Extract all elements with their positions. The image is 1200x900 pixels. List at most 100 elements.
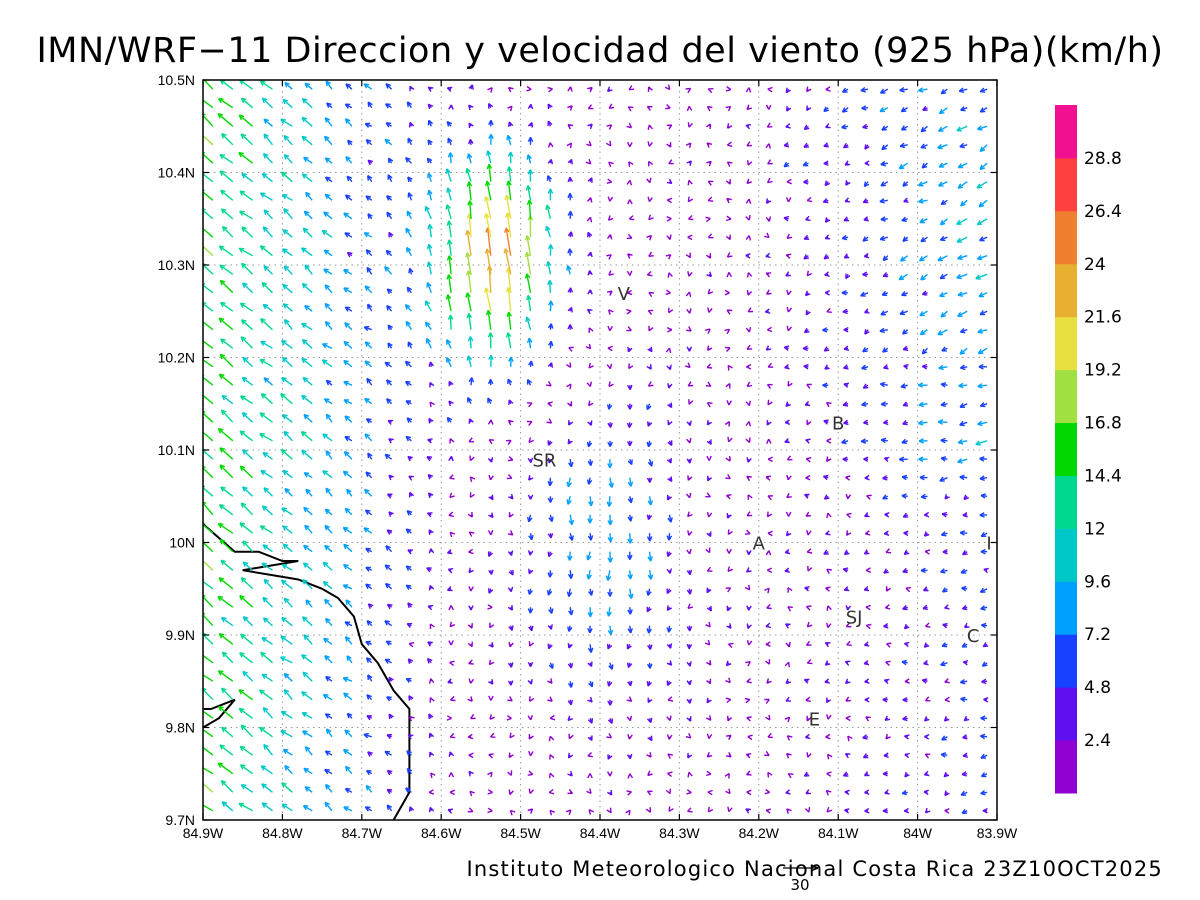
wind-vector: [304, 786, 313, 793]
wind-vector: [980, 753, 988, 759]
wind-vector: [979, 162, 988, 171]
wind-vector: [221, 726, 234, 738]
wind-vector: [944, 604, 950, 610]
wind-vector: [862, 383, 869, 389]
wind-vector: [607, 440, 613, 447]
wind-vector: [203, 726, 214, 738]
wind-vector: [203, 282, 214, 294]
wind-vector: [686, 548, 692, 555]
wind-vector: [937, 419, 948, 425]
wind-vector: [283, 430, 293, 442]
wind-vector: [686, 625, 693, 632]
wind-vector: [784, 363, 790, 370]
wind-vector: [666, 178, 673, 185]
wind-vector: [343, 399, 353, 405]
x-tick-label: 84.5W: [500, 825, 541, 841]
wind-vector: [342, 470, 353, 479]
wind-vector: [426, 657, 433, 664]
wind-vector: [468, 531, 475, 537]
wind-vector: [745, 253, 751, 259]
wind-vector: [528, 475, 534, 481]
wind-vector: [826, 771, 832, 777]
wind-vector: [468, 377, 475, 386]
wind-vector: [979, 107, 988, 113]
wind-vector: [765, 345, 772, 351]
wind-vector: [262, 544, 273, 553]
wind-vector: [666, 142, 672, 148]
wind-vector: [404, 304, 412, 312]
wind-vector: [486, 163, 493, 182]
wind-vector: [825, 530, 831, 536]
wind-vector: [863, 549, 870, 555]
wind-vector: [303, 506, 313, 516]
wind-vector: [324, 750, 333, 756]
wind-vector: [806, 383, 812, 389]
wind-vector: [727, 364, 733, 371]
wind-vector: [203, 744, 214, 756]
wind-vector: [724, 421, 731, 427]
wind-vector: [586, 551, 592, 561]
wind-vector: [566, 496, 572, 505]
wind-vector: [824, 234, 831, 240]
wind-vector: [865, 604, 871, 611]
wind-vector: [242, 486, 254, 497]
wind-vector: [467, 200, 473, 219]
wind-vector: [917, 382, 928, 388]
wind-vector: [587, 86, 593, 93]
wind-vector: [667, 402, 673, 409]
wind-vector: [406, 417, 413, 423]
wind-vector: [607, 681, 613, 687]
wind-vector: [785, 511, 792, 517]
wind-vector: [585, 158, 592, 165]
wind-vector: [705, 770, 712, 777]
wind-vector: [386, 603, 393, 610]
wind-vector: [844, 197, 851, 203]
wind-vector: [628, 161, 634, 167]
wind-vector: [607, 533, 614, 543]
wind-vector: [506, 180, 512, 201]
wind-vector: [646, 752, 652, 758]
wind-vector: [726, 197, 732, 204]
wind-vector: [259, 245, 273, 257]
wind-vector: [860, 291, 869, 297]
wind-vector: [607, 459, 613, 469]
wind-vector: [301, 654, 313, 664]
wind-vector: [901, 216, 908, 222]
wind-vector: [764, 751, 770, 757]
wind-vector: [687, 234, 693, 241]
wind-vector: [366, 620, 373, 627]
wind-vector: [527, 679, 533, 685]
wind-vector: [203, 522, 214, 534]
wind-vector: [364, 397, 373, 405]
wind-vector: [647, 309, 654, 315]
wind-vector: [826, 438, 832, 444]
wind-vector: [203, 131, 214, 146]
wind-vector: [707, 288, 714, 295]
wind-vector: [489, 732, 496, 738]
wind-vector: [901, 291, 908, 297]
wind-vector: [567, 158, 573, 165]
colorbar-segment: [1055, 528, 1077, 582]
wind-vector: [548, 514, 554, 523]
wind-vector: [786, 178, 792, 185]
wind-vector: [406, 101, 413, 109]
wind-vector: [939, 235, 948, 242]
wind-vector: [261, 802, 273, 812]
wind-vector: [963, 622, 970, 629]
wind-vector: [904, 678, 910, 684]
wind-vector: [939, 218, 948, 226]
wind-vector: [506, 715, 512, 721]
wind-vector: [387, 419, 394, 425]
y-tick-label: 10.2N: [158, 350, 195, 366]
wind-vector: [923, 659, 929, 666]
wind-vector: [705, 492, 711, 498]
wind-vector: [221, 801, 234, 812]
wind-vector: [666, 734, 673, 740]
wind-vector: [862, 734, 869, 740]
wind-vector: [585, 343, 592, 350]
wind-vector: [767, 456, 773, 463]
wind-vector: [384, 582, 393, 590]
wind-vector: [764, 698, 770, 704]
wind-vector: [977, 420, 988, 427]
wind-vector: [665, 103, 671, 110]
